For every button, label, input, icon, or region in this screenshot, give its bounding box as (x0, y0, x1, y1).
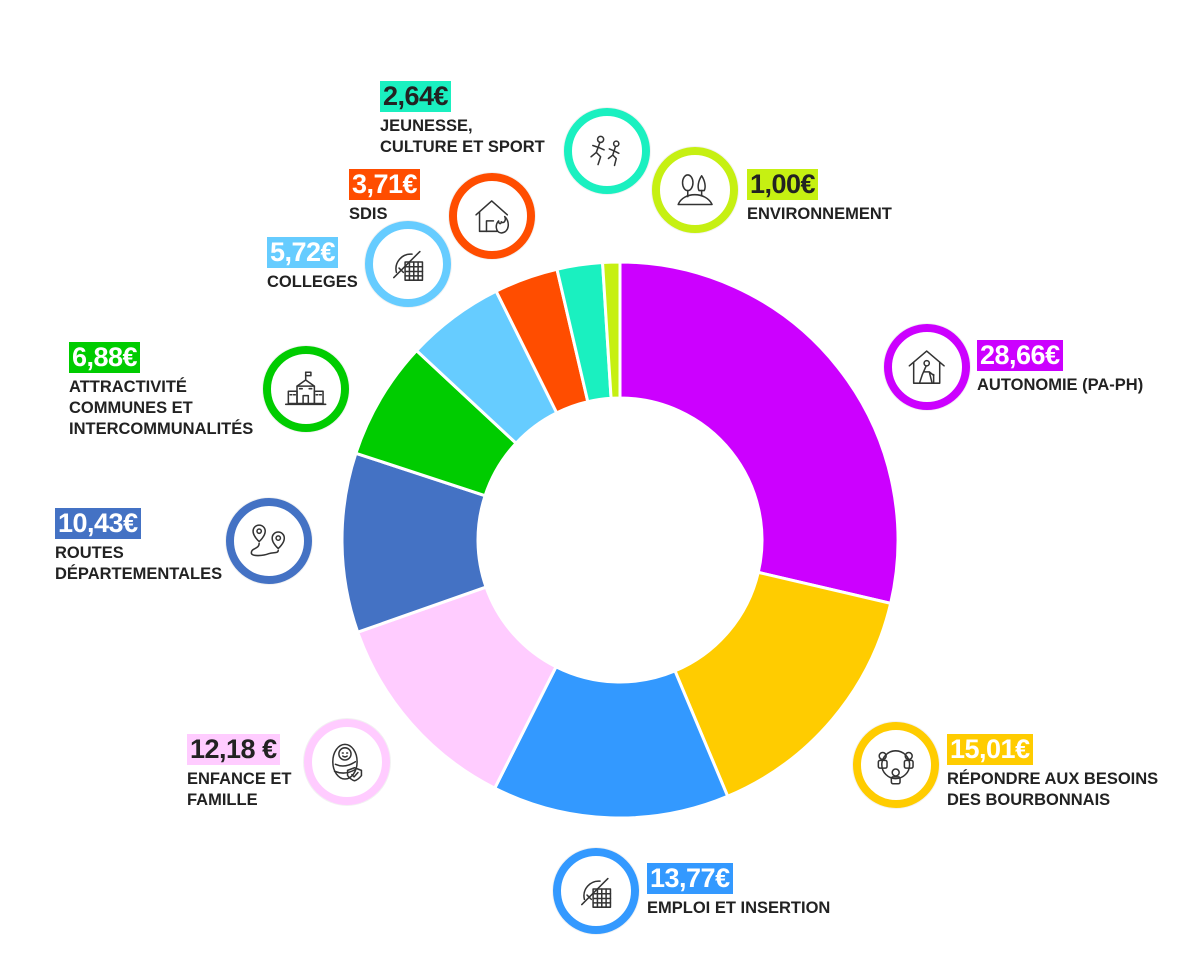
data-label-value: 3,71€ (349, 169, 421, 200)
category-label-line: AUTONOMIE (PA-PH) (977, 376, 1144, 394)
badge-jeunesse (564, 108, 650, 194)
category-label-line: JEUNESSE, (380, 117, 473, 135)
donut-slice-enfance-et (355, 585, 559, 791)
badge-attractivite (263, 346, 349, 432)
route-map-pin-icon (250, 524, 286, 557)
label-autonomie-pa-ph: 28,66€ AUTONOMIE (PA-PH) (977, 340, 1143, 396)
category-label: COLLEGES (267, 272, 358, 293)
badge-autonomie-pa-ph (884, 324, 970, 410)
category-label-line: COLLEGES (267, 273, 358, 291)
town-hall-icon (285, 371, 327, 406)
label-colleges: 5,72€ COLLEGES (267, 237, 358, 293)
donut-slice-autonomie-pa-ph (618, 260, 900, 606)
category-label: ROUTES DÉPARTEMENTALES (55, 543, 222, 585)
data-label-value: 2,64€ (380, 81, 452, 112)
badge-sdis (449, 173, 535, 259)
category-label-line: DÉPARTEMENTALES (55, 565, 223, 583)
badge-emploi-et-insertion (553, 848, 639, 934)
badge-enfance-et (304, 719, 390, 805)
category-label-line: CULTURE ET SPORT (380, 138, 545, 156)
label-attractivite: 6,88€ ATTRACTIVITÉ COMMUNES ET INTERCOMMUNA… (69, 342, 253, 440)
data-label-value: 1,00€ (747, 169, 819, 200)
data-label-value: 12,18 € (187, 734, 280, 765)
category-label: ATTRACTIVITÉ COMMUNES ET INTERCOMMUNALITÉS (69, 377, 253, 440)
data-label-value: 6,88€ (69, 342, 141, 373)
category-label: JEUNESSE, CULTURE ET SPORT (380, 116, 545, 158)
label-environnement: 1,00€ ENVIRONNEMENT (747, 169, 892, 225)
category-label-line: SDIS (349, 205, 388, 223)
donut-slice-repondre-aux-besoins (673, 570, 893, 799)
badge-colleges (365, 221, 451, 307)
category-label: RÉPONDRE AUX BESOINS DES BOURBONNAIS (947, 769, 1158, 811)
data-label-value: 13,77€ (647, 863, 733, 894)
category-label-line: RÉPONDRE AUX BESOINS (947, 770, 1159, 788)
label-repondre-aux-besoins: 15,01€ RÉPONDRE AUX BESOINS DES BOURBONNAI… (947, 734, 1158, 811)
data-label-value: 28,66€ (977, 340, 1063, 371)
category-label: AUTONOMIE (PA-PH) (977, 375, 1143, 396)
category-label-line: EMPLOI ET INSERTION (647, 899, 831, 917)
category-label-line: ROUTES (55, 544, 124, 562)
donut-slice-emploi-et-insertion (492, 664, 730, 820)
category-label-line: DES BOURBONNAIS (947, 791, 1111, 809)
category-label-line: COMMUNES ET (69, 399, 193, 417)
people-network-icon (877, 750, 915, 785)
house-fire-icon (475, 200, 510, 235)
data-label-value: 15,01€ (947, 734, 1033, 765)
badge-environnement (652, 147, 738, 233)
elderly-person-house-icon (908, 350, 946, 385)
label-routes: 10,43€ ROUTES DÉPARTEMENTALES (55, 508, 222, 585)
badge-routes (226, 498, 312, 584)
trees-hill-icon (677, 174, 714, 206)
swaddled-baby-icon (332, 743, 363, 782)
category-label: ENFANCE ET FAMILLE (187, 769, 292, 811)
category-label: EMPLOI ET INSERTION (647, 898, 830, 919)
category-label-line: FAMILLE (187, 791, 258, 809)
category-label-line: ATTRACTIVITÉ (69, 378, 187, 396)
category-label: ENVIRONNEMENT (747, 204, 892, 225)
runners-icon (590, 135, 620, 167)
category-label-line: ENFANCE ET (187, 770, 292, 788)
label-sdis: 3,71€ SDIS (349, 169, 421, 225)
data-label-value: 10,43€ (55, 508, 141, 539)
data-label-value: 5,72€ (267, 237, 339, 268)
donut-slice-environnement (600, 260, 622, 400)
badge-repondre-aux-besoins (853, 722, 939, 808)
label-enfance-et: 12,18 € ENFANCE ET FAMILLE (187, 734, 292, 811)
category-label-line: INTERCOMMUNALITÉS (69, 420, 254, 438)
label-jeunesse: 2,64€ JEUNESSE, CULTURE ET SPORT (380, 81, 545, 158)
label-emploi-et-insertion: 13,77€ EMPLOI ET INSERTION (647, 863, 830, 919)
category-label-line: ENVIRONNEMENT (747, 205, 892, 223)
drafting-tools-icon (581, 878, 612, 909)
category-label: SDIS (349, 204, 420, 225)
drafting-tools-icon (393, 251, 424, 282)
